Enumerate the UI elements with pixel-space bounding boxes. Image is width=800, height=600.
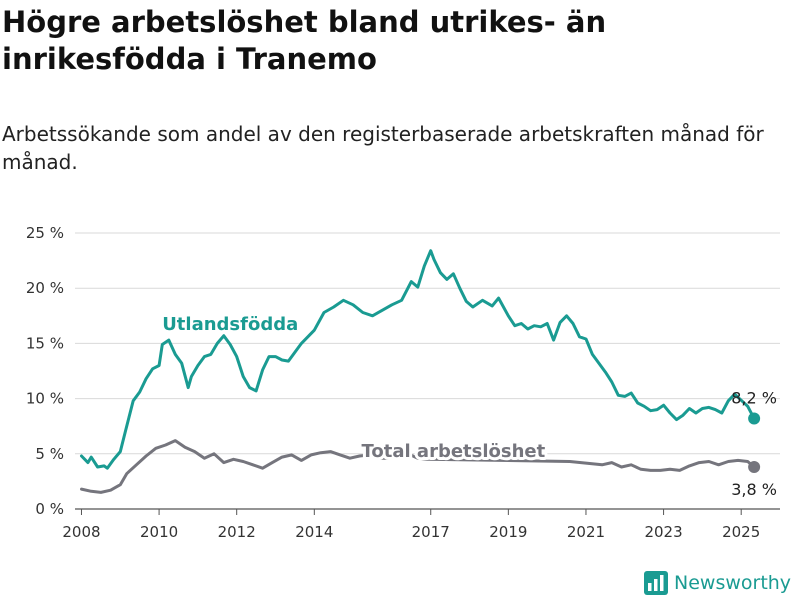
x-tick-label: 2025 xyxy=(722,523,760,541)
series-labels: 8,2 % Utlandsfödda 3,8 % Total arbetslöshet xyxy=(159,311,777,499)
y-tick-label: 10 % xyxy=(26,390,64,408)
y-tick-label: 25 % xyxy=(26,224,64,242)
bar-chart-logo-icon xyxy=(644,571,668,595)
y-tick-label: 20 % xyxy=(26,279,64,297)
grid-lines xyxy=(75,232,780,510)
brand-name: Newsworthy xyxy=(674,572,792,594)
x-tick-label: 2008 xyxy=(62,523,100,541)
x-tick-label: 2019 xyxy=(489,523,527,541)
series-name-label: Utlandsfödda xyxy=(162,314,298,335)
y-tick-label: 5 % xyxy=(35,445,64,463)
x-tick-label: 2023 xyxy=(644,523,682,541)
series-line-total xyxy=(80,439,756,494)
x-tick-label: 2017 xyxy=(412,523,450,541)
brand-logo: Newsworthy xyxy=(644,568,800,598)
series-lines xyxy=(80,249,761,494)
end-value-label: 3,8 % xyxy=(731,480,777,499)
x-tick-label: 2010 xyxy=(140,523,178,541)
x-tick-label: 2014 xyxy=(295,523,333,541)
chart-subtitle: Arbetssökande som andel av den registerb… xyxy=(2,122,764,174)
end-point-marker xyxy=(748,412,761,425)
x-tick-label: 2012 xyxy=(218,523,256,541)
axis-labels: 0 % 5 % 10 % 15 % 20 % 25 % 2008 2010 2012 2014 20… xyxy=(26,224,760,541)
end-point-marker xyxy=(748,461,761,474)
chart-title: Högre arbetslöshet bland utrikes- än inr… xyxy=(2,5,607,76)
x-tick-label: 2021 xyxy=(567,523,605,541)
series-name-label: Total arbetslöshet xyxy=(361,441,545,462)
y-tick-label: 15 % xyxy=(26,334,64,352)
line-chart: 0 % 5 % 10 % 15 % 20 % 25 % 2008 2010 2012 2014 20… xyxy=(26,224,780,541)
series-line-utlandsfodda xyxy=(80,249,756,470)
y-tick-label: 0 % xyxy=(35,500,64,518)
end-value-label: 8,2 % xyxy=(731,388,777,407)
